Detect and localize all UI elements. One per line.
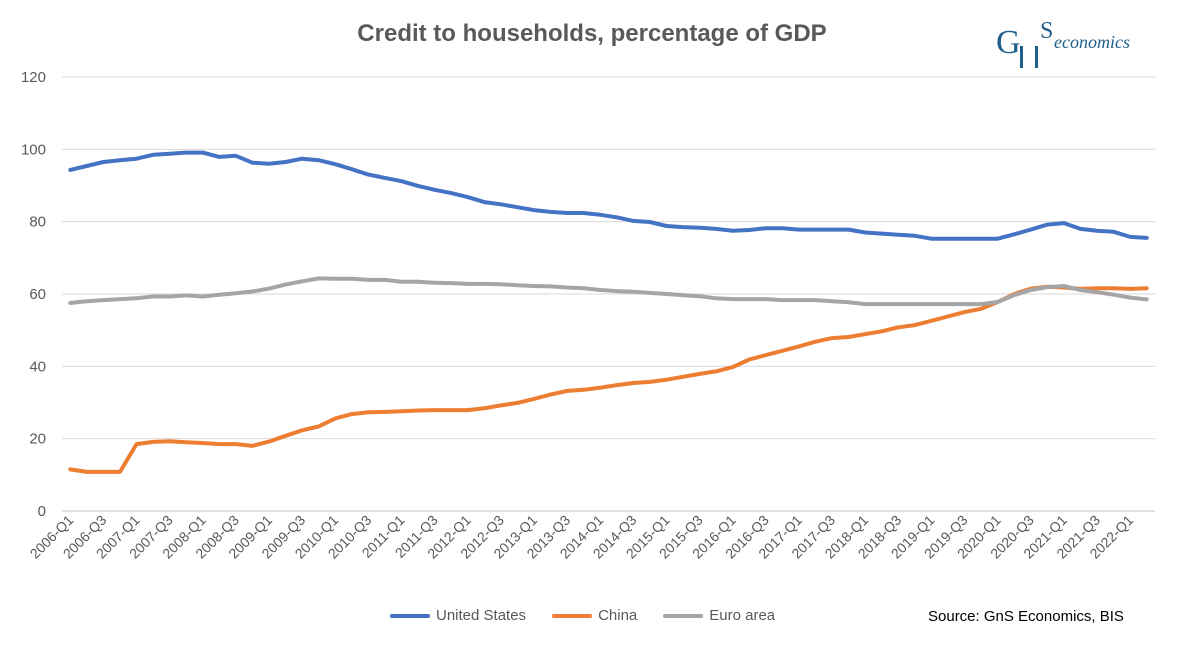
- legend-item-euro: Euro area: [663, 607, 775, 624]
- legend-label-china: China: [598, 607, 638, 624]
- legend-swatch-us: [390, 613, 430, 618]
- source-note: Source: GnS Economics, BIS: [928, 608, 1124, 625]
- legend-label-us: United States: [436, 607, 527, 624]
- chart-title: Credit to households, percentage of GDP: [357, 20, 827, 47]
- series-line-united-states: [68, 150, 1149, 241]
- logo-n-shape: [1020, 46, 1038, 68]
- legend-item-china: China: [552, 607, 637, 624]
- y-tick-label: 0: [38, 503, 46, 520]
- series-line-china: [68, 284, 1149, 474]
- logo-mark: G: [996, 24, 1021, 61]
- logo-s-letter: S: [1040, 18, 1054, 44]
- chart-legend: United States China Euro area: [390, 607, 775, 624]
- series-line-euro-area: [68, 276, 1149, 307]
- legend-label-euro: Euro area: [709, 607, 776, 624]
- y-tick-label: 100: [21, 141, 46, 158]
- legend-swatch-euro: [663, 613, 704, 618]
- y-tick-label: 20: [29, 431, 46, 448]
- logo-wordmark: economics: [1054, 32, 1130, 52]
- y-tick-label: 60: [29, 286, 46, 303]
- y-tick-label: 40: [29, 358, 46, 375]
- legend-swatch-china: [552, 613, 593, 618]
- y-tick-label: 80: [29, 214, 46, 231]
- legend-item-us: United States: [390, 607, 526, 624]
- y-tick-label: 120: [21, 69, 46, 86]
